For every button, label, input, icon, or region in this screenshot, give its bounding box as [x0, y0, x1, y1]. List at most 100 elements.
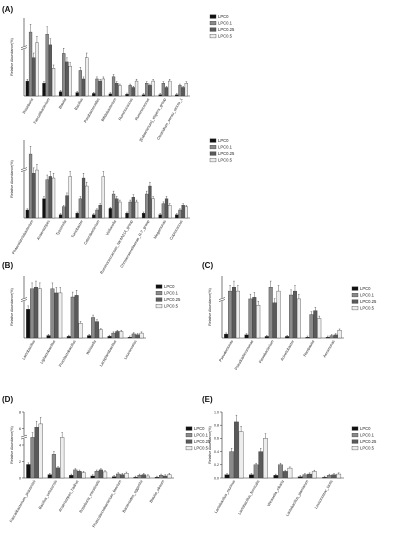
x-tick-label: Bifidobacterium [101, 98, 118, 123]
bar-LPC0_5 [336, 473, 342, 479]
legend-label: LPC0 [218, 138, 229, 143]
bar-LPC0 [297, 476, 303, 479]
bar-LPC0 [273, 475, 279, 479]
bar-LPC0 [249, 474, 254, 479]
y-tick-label: 0.0 [214, 476, 219, 480]
bar-LPC0 [26, 309, 31, 339]
legend-swatch [351, 439, 359, 444]
y-tick-label: 0.6 [214, 437, 219, 441]
legend-label: LPC0.25 [164, 297, 181, 302]
bar-LPC0_5 [119, 331, 124, 339]
bar-LPC0 [58, 91, 63, 97]
bar-LPC0_5 [311, 471, 317, 479]
bar-LPC0 [158, 214, 162, 219]
bar-LPC0_25 [55, 467, 61, 479]
bar-LPC0_25 [74, 295, 79, 339]
x-tick-label: Tyzzerella [55, 219, 67, 237]
legend-label: LPC0 [164, 284, 175, 289]
bar-LPC0 [66, 336, 71, 339]
bar-LPC0_25 [65, 61, 69, 97]
bar-LPC0_5 [124, 473, 129, 479]
legend-label: LPC0.1 [360, 433, 375, 438]
bar-LPC0 [125, 213, 129, 219]
y-tick-label: 0.8 [214, 424, 219, 428]
legend-swatch [185, 426, 193, 431]
y-axis-label: Relative Abundance(%) [208, 426, 212, 464]
bar-LPC0_1 [268, 287, 273, 339]
x-tick-label: Lactobacillus_fornicalis [237, 479, 260, 515]
y-tick-label: 0 [19, 476, 21, 480]
bar-LPC0_5 [256, 304, 261, 339]
bar-LPC0 [90, 475, 95, 479]
bar-LPC0_25 [313, 310, 318, 339]
legend-swatch [209, 158, 217, 163]
bar-LPC0_5 [317, 318, 322, 339]
bar-LPC0 [175, 94, 179, 97]
x-tick-label: Roseburia [22, 97, 35, 115]
bar-LPC0_1 [45, 34, 49, 97]
bar-LPC0_5 [167, 474, 172, 479]
bar-LPC0_1 [253, 464, 259, 479]
bar-LPC0_5 [35, 42, 39, 97]
bar-LPC0_1 [111, 193, 116, 219]
bar-LPC0_1 [145, 83, 149, 97]
legend-swatch [209, 34, 217, 39]
axis-break-gap [21, 435, 27, 439]
bar-LPC0 [58, 214, 63, 219]
chart-panel-1: Relative Abundance(%) Phascolarctobacteri… [10, 138, 235, 275]
bar-LPC0_5 [168, 80, 172, 97]
bar-LPC0 [224, 333, 229, 339]
bar-LPC0_5 [168, 205, 172, 219]
bar-LPC0_25 [331, 474, 337, 479]
x-tick-label: Ligilactobacillus [40, 339, 57, 364]
bar-LPC0_1 [128, 85, 132, 97]
bar-LPC0_1 [161, 203, 165, 219]
legend-label: LPC0.1 [218, 145, 233, 150]
bar-LPC0_5 [151, 80, 155, 97]
bar-LPC0_1 [128, 201, 132, 219]
bar-LPC0_25 [231, 287, 236, 339]
axis-break-gap [21, 297, 27, 302]
x-tick-label: Catenibacterium [83, 220, 100, 246]
y-axis-label: Relative Abundance(%) [10, 38, 14, 76]
panel-label: (E) [202, 395, 213, 404]
x-tick-label: Leuconostoc [123, 339, 137, 360]
x-tick-label: Turicibacter [71, 219, 85, 239]
bar-LPC0 [87, 335, 92, 339]
x-tick-label: Bacteroides_eggerthii [122, 479, 144, 513]
axis-break-gap [21, 46, 27, 50]
bar-LPC0_25 [164, 198, 169, 219]
y-axis-label: Relative Abundance(%) [208, 288, 212, 326]
bar-LPC0_5 [276, 290, 281, 339]
x-tick-label: Acinetobacter [280, 339, 295, 362]
bar-LPC0_25 [98, 469, 103, 479]
x-tick-label: Rombautia [303, 339, 316, 358]
bar-LPC0 [127, 337, 132, 339]
bar-LPC0_5 [38, 423, 43, 479]
bar-LPC0 [158, 94, 162, 97]
bar-LPC0_5 [51, 68, 56, 97]
axis-break-mark [20, 167, 28, 170]
bar-LPC0_5 [101, 78, 105, 97]
bar-LPC0_5 [118, 201, 122, 219]
bar-LPC0_5 [134, 201, 139, 219]
bar-LPC0_1 [30, 288, 35, 339]
x-tick-label: Lactobacillus_murinus [214, 479, 236, 514]
bar-LPC0_25 [32, 57, 36, 97]
bar-LPC0_25 [333, 334, 338, 339]
bar-LPC0_25 [48, 44, 52, 97]
bar-LPC0 [322, 477, 327, 479]
x-tick-label: Parabacteroides [83, 97, 100, 123]
y-tick-label: 1.0 [214, 410, 219, 414]
bar-LPC0_1 [62, 206, 66, 219]
bar-LPC0 [46, 335, 51, 339]
x-tick-label: Flavobacterium [258, 340, 274, 364]
bar-LPC0_5 [58, 292, 63, 339]
y-tick-label: 4 [19, 443, 21, 447]
bar-LPC0_1 [111, 76, 116, 97]
bar-LPC0_1 [51, 454, 57, 479]
bar-LPC0_5 [37, 288, 42, 339]
y-axis-label: Relative Abundance(%) [10, 160, 14, 198]
bar-LPC0_1 [91, 317, 96, 339]
axis-break-gap [219, 297, 225, 302]
